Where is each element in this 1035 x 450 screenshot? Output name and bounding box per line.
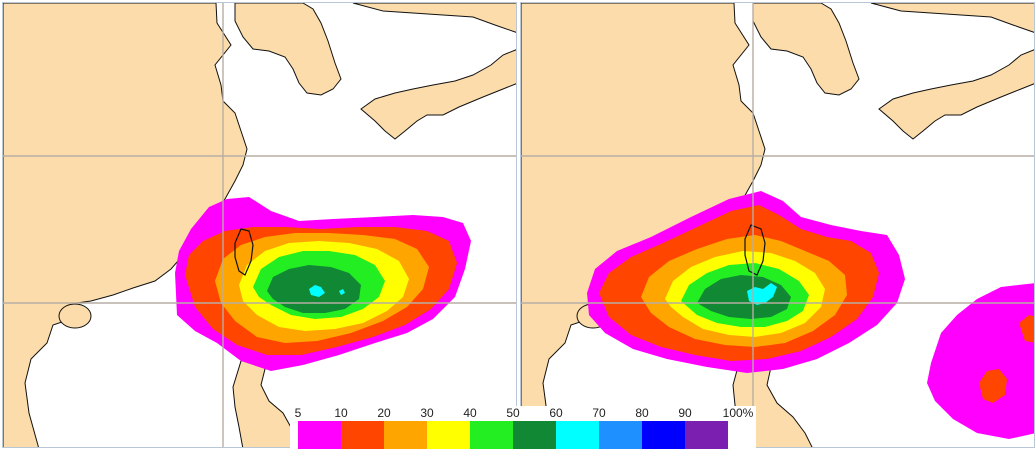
legend-swatch <box>427 421 470 449</box>
legend-tick: 60 <box>549 406 563 420</box>
legend-tick: 5 <box>294 406 302 420</box>
taiwan <box>744 224 766 276</box>
legend-swatch <box>513 421 556 449</box>
manchuria <box>352 3 516 33</box>
legend-tick: 30 <box>420 406 434 420</box>
korea <box>752 3 860 96</box>
probability-map-right <box>520 2 1035 448</box>
korea <box>234 3 342 96</box>
legend-tick: 70 <box>592 406 606 420</box>
color-legend: 5 10 20 30 40 50 60 70 80 90 100% <box>290 406 756 450</box>
legend-ticks: 5 10 20 30 40 50 60 70 80 90 100% <box>290 406 756 421</box>
legend-swatch <box>298 421 341 449</box>
legend-tick: 90 <box>678 406 692 420</box>
map-right-svg <box>521 3 1034 447</box>
probability-map-left <box>2 2 517 448</box>
legend-swatches <box>298 421 728 449</box>
legend-tick: 10 <box>334 406 348 420</box>
probability-field-left <box>175 197 471 371</box>
legend-swatch <box>470 421 513 449</box>
legend-tick: 50 <box>506 406 520 420</box>
legend-swatch <box>341 421 384 449</box>
hainan <box>58 303 92 329</box>
legend-swatch <box>685 421 728 449</box>
japan <box>360 49 516 140</box>
legend-tick: 40 <box>463 406 477 420</box>
legend-swatch <box>599 421 642 449</box>
legend-tick: 80 <box>635 406 649 420</box>
legend-tick: 20 <box>377 406 391 420</box>
legend-swatch <box>384 421 427 449</box>
probability-field-right <box>587 191 1034 439</box>
legend-swatch <box>642 421 685 449</box>
manchuria <box>870 3 1034 33</box>
legend-swatch <box>556 421 599 449</box>
legend-tick: 100% <box>722 406 754 420</box>
taiwan <box>234 228 254 276</box>
map-left-svg <box>3 3 516 447</box>
japan <box>878 49 1034 140</box>
